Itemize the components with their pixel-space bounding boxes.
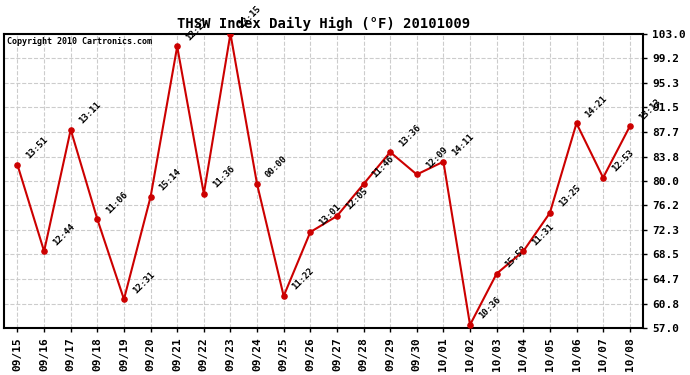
- Text: 15:14: 15:14: [157, 167, 183, 193]
- Point: [225, 31, 236, 37]
- Text: 15:58: 15:58: [504, 244, 529, 270]
- Text: 13:25: 13:25: [557, 183, 582, 209]
- Text: 13:11: 13:11: [78, 100, 103, 126]
- Text: 11:06: 11:06: [104, 190, 130, 215]
- Point: [39, 248, 50, 254]
- Text: Copyright 2010 Cartronics.com: Copyright 2010 Cartronics.com: [8, 37, 152, 46]
- Text: 14:21: 14:21: [584, 94, 609, 119]
- Point: [65, 127, 76, 133]
- Point: [305, 229, 316, 235]
- Text: 13:13: 13:13: [637, 97, 662, 122]
- Point: [411, 171, 422, 177]
- Text: 12:05: 12:05: [344, 186, 369, 212]
- Text: 12:22: 12:22: [184, 17, 210, 42]
- Text: 13:51: 13:51: [24, 135, 50, 161]
- Point: [518, 248, 529, 254]
- Point: [331, 213, 342, 219]
- Point: [119, 296, 130, 302]
- Text: 14:11: 14:11: [451, 132, 475, 158]
- Text: 12:09: 12:09: [424, 145, 449, 170]
- Text: 11:36: 11:36: [210, 164, 236, 189]
- Point: [624, 123, 635, 129]
- Text: 13:36: 13:36: [397, 123, 422, 148]
- Point: [544, 210, 555, 216]
- Point: [464, 322, 475, 328]
- Text: 11:22: 11:22: [290, 267, 316, 292]
- Text: 10:36: 10:36: [477, 296, 502, 321]
- Title: THSW Index Daily High (°F) 20101009: THSW Index Daily High (°F) 20101009: [177, 17, 470, 31]
- Point: [145, 194, 156, 200]
- Point: [12, 162, 23, 168]
- Text: 13:01: 13:01: [317, 202, 343, 228]
- Text: 13:15: 13:15: [237, 4, 263, 30]
- Text: 12:53: 12:53: [610, 148, 635, 174]
- Point: [438, 159, 449, 165]
- Point: [92, 216, 103, 222]
- Text: 12:44: 12:44: [51, 222, 77, 247]
- Text: 11:31: 11:31: [530, 222, 555, 247]
- Point: [571, 120, 582, 126]
- Point: [252, 181, 263, 187]
- Point: [491, 271, 502, 277]
- Point: [198, 190, 209, 196]
- Point: [358, 181, 369, 187]
- Text: 11:46: 11:46: [371, 154, 396, 180]
- Text: 00:00: 00:00: [264, 154, 289, 180]
- Text: 12:31: 12:31: [131, 270, 156, 295]
- Point: [278, 293, 289, 299]
- Point: [384, 149, 395, 155]
- Point: [598, 175, 609, 181]
- Point: [172, 44, 183, 50]
